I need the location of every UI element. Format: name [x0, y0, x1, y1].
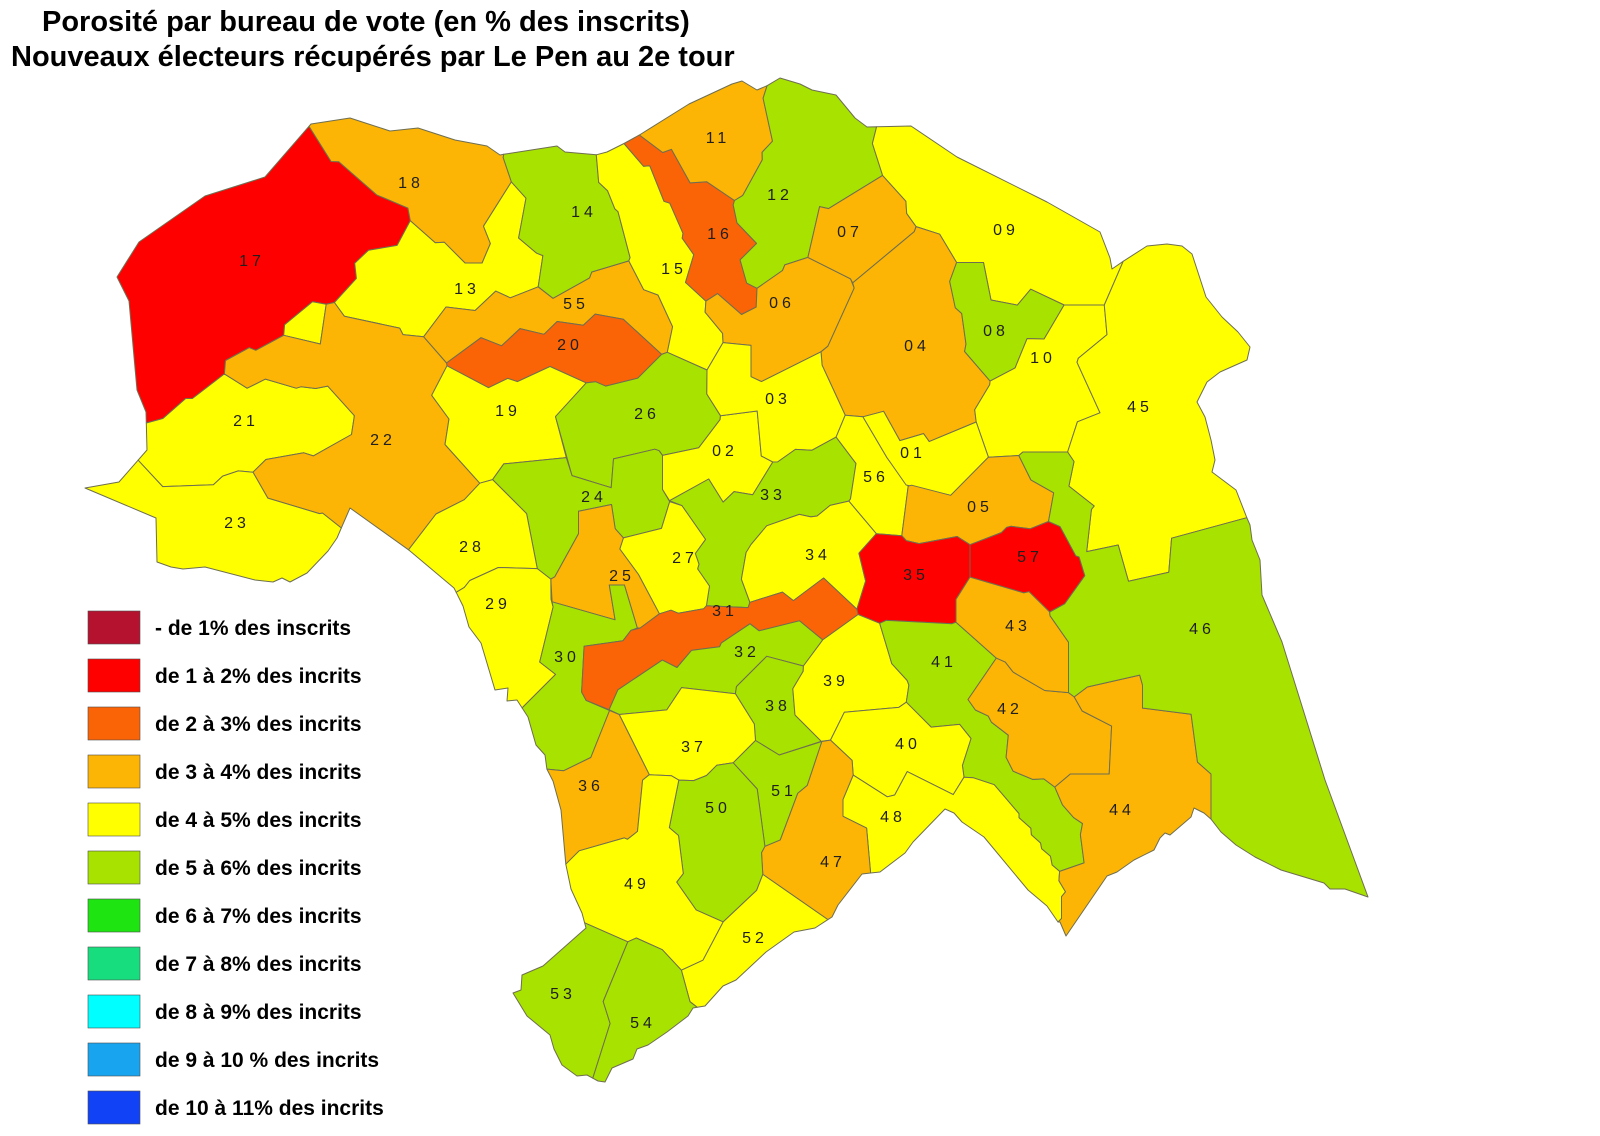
svg-text:01: 01 [900, 445, 926, 462]
svg-text:de 5 à 6% des incrits: de 5 à 6% des incrits [155, 857, 362, 880]
svg-text:Nouveaux électeurs récupérés p: Nouveaux électeurs récupérés par Le Pen … [11, 41, 735, 73]
svg-text:08: 08 [983, 323, 1009, 340]
svg-text:39: 39 [823, 673, 849, 690]
svg-text:33: 33 [760, 487, 786, 504]
svg-text:13: 13 [454, 281, 480, 298]
svg-text:37: 37 [681, 739, 707, 756]
svg-text:- de 1% des inscrits: - de 1% des inscrits [155, 617, 351, 640]
svg-text:04: 04 [904, 338, 930, 355]
svg-text:24: 24 [581, 489, 607, 506]
svg-text:12: 12 [767, 187, 793, 204]
svg-text:22: 22 [370, 432, 396, 449]
svg-text:de 9 à 10 % des incrits: de 9 à 10 % des incrits [155, 1049, 379, 1072]
svg-text:15: 15 [661, 261, 687, 278]
svg-text:50: 50 [705, 800, 731, 817]
svg-text:27: 27 [672, 550, 698, 567]
svg-text:49: 49 [624, 876, 650, 893]
svg-text:de 4 à 5% des incrits: de 4 à 5% des incrits [155, 809, 362, 832]
svg-text:Porosité par bureau de vote (e: Porosité par bureau de vote (en % des in… [42, 6, 690, 38]
svg-text:de 10 à 11% des incrits: de 10 à 11% des incrits [155, 1097, 384, 1120]
svg-text:41: 41 [931, 654, 957, 671]
svg-text:35: 35 [903, 567, 929, 584]
svg-text:05: 05 [967, 499, 993, 516]
svg-text:10: 10 [1030, 350, 1056, 367]
svg-text:56: 56 [863, 469, 889, 486]
svg-text:11: 11 [706, 130, 731, 147]
svg-text:40: 40 [895, 736, 921, 753]
svg-text:54: 54 [630, 1015, 656, 1032]
svg-text:de 2 à 3% des incrits: de 2 à 3% des incrits [155, 713, 362, 736]
svg-text:18: 18 [398, 175, 424, 192]
svg-text:26: 26 [634, 406, 660, 423]
svg-text:28: 28 [459, 539, 485, 556]
svg-text:38: 38 [765, 698, 791, 715]
svg-text:42: 42 [997, 701, 1023, 718]
svg-text:23: 23 [224, 515, 250, 532]
svg-text:19: 19 [495, 403, 521, 420]
svg-text:53: 53 [550, 986, 576, 1003]
svg-text:03: 03 [765, 391, 791, 408]
svg-text:52: 52 [742, 930, 768, 947]
svg-text:de 6 à 7% des incrits: de 6 à 7% des incrits [155, 905, 362, 928]
svg-text:25: 25 [609, 568, 635, 585]
svg-text:29: 29 [485, 596, 511, 613]
svg-text:14: 14 [571, 204, 597, 221]
svg-text:32: 32 [734, 644, 760, 661]
svg-text:02: 02 [712, 443, 738, 460]
svg-text:de 7 à 8% des incrits: de 7 à 8% des incrits [155, 953, 362, 976]
svg-text:de 1 à 2% des incrits: de 1 à 2% des incrits [155, 665, 362, 688]
svg-text:31: 31 [712, 603, 738, 620]
svg-text:57: 57 [1017, 549, 1043, 566]
svg-text:06: 06 [769, 295, 795, 312]
svg-text:21: 21 [233, 413, 259, 430]
svg-text:09: 09 [993, 222, 1019, 239]
svg-text:47: 47 [820, 854, 846, 871]
svg-text:55: 55 [563, 296, 589, 313]
svg-text:44: 44 [1109, 802, 1135, 819]
svg-text:46: 46 [1189, 621, 1215, 638]
svg-text:43: 43 [1005, 618, 1031, 635]
svg-text:36: 36 [578, 778, 604, 795]
svg-text:30: 30 [554, 649, 580, 666]
svg-text:45: 45 [1127, 399, 1153, 416]
svg-text:07: 07 [837, 224, 863, 241]
svg-text:16: 16 [707, 226, 733, 243]
svg-text:17: 17 [239, 253, 265, 270]
svg-text:51: 51 [771, 783, 797, 800]
svg-text:20: 20 [557, 337, 583, 354]
svg-text:34: 34 [805, 547, 831, 564]
svg-text:de 3 à 4% des incrits: de 3 à 4% des incrits [155, 761, 362, 784]
svg-text:48: 48 [880, 809, 906, 826]
svg-text:de 8 à 9% des incrits: de 8 à 9% des incrits [155, 1001, 362, 1024]
